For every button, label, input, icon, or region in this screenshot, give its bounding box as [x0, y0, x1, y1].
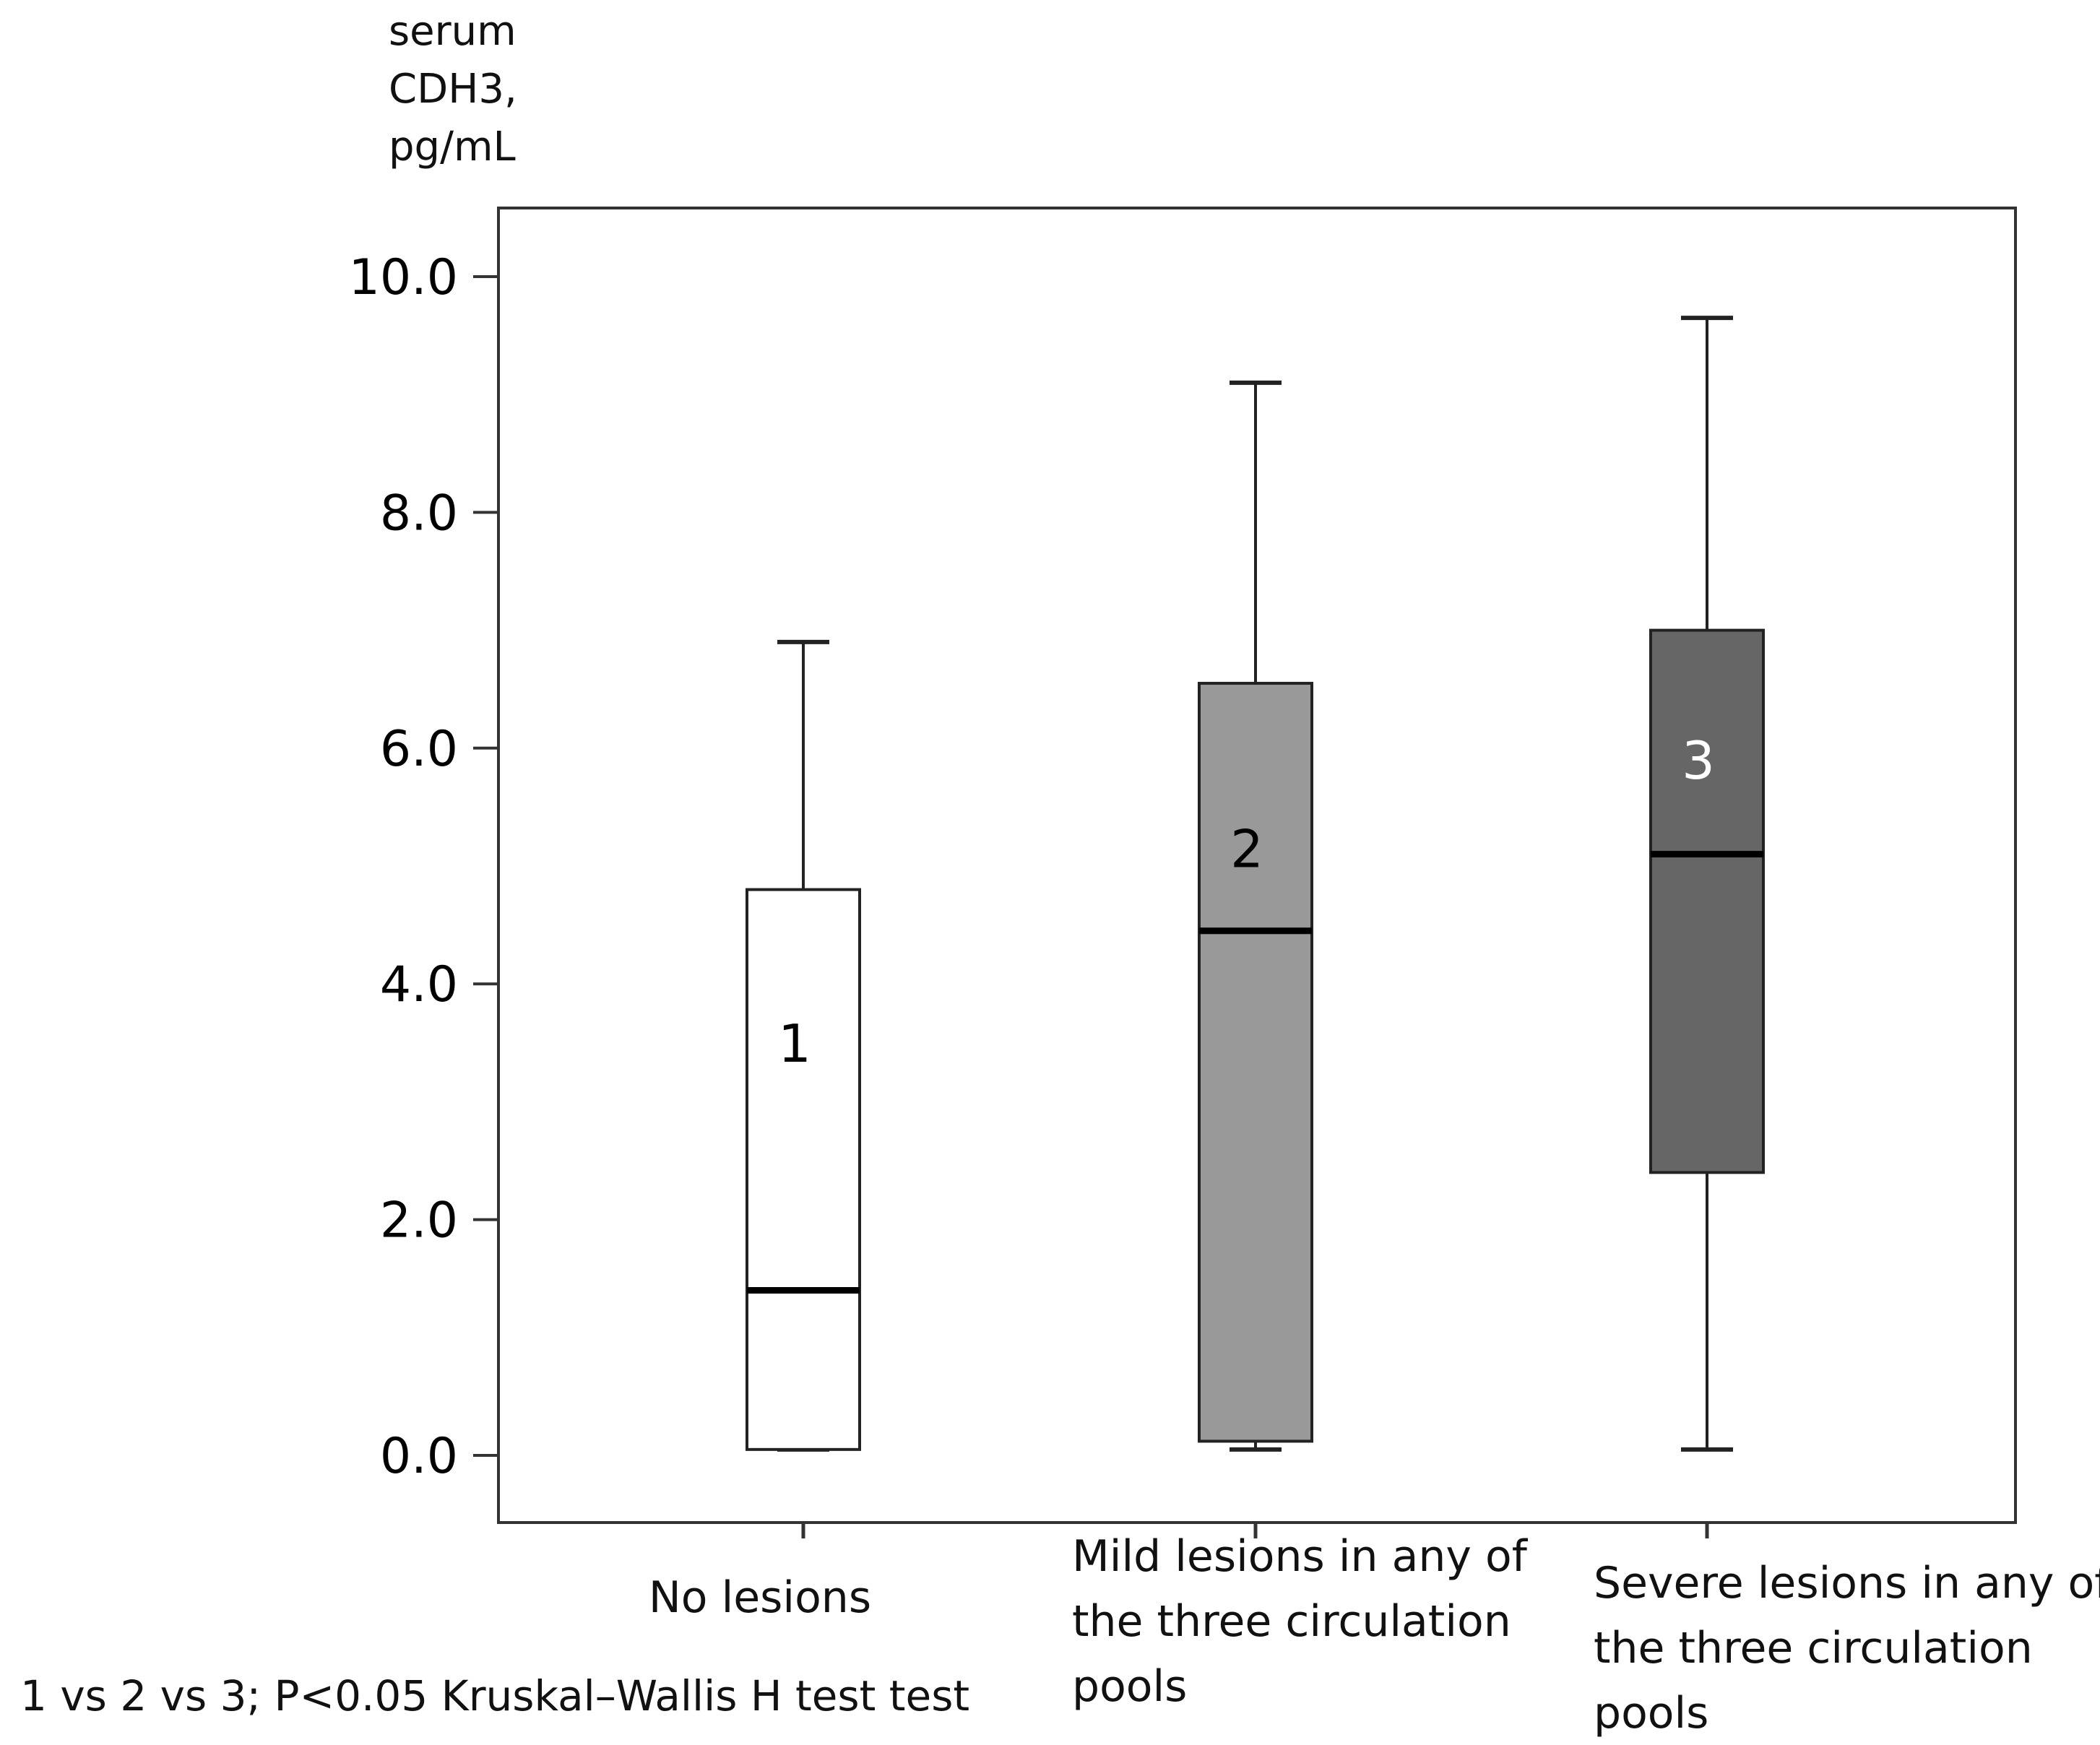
- y-tick-label: 8.0: [380, 485, 458, 542]
- iqr-box: [1649, 628, 1765, 1174]
- boxes: 1 2 3: [746, 316, 1765, 1452]
- box-number-label: 1: [778, 1013, 811, 1074]
- y-tick-label: 10.0: [349, 249, 458, 306]
- box-number-label: 2: [1230, 819, 1263, 880]
- x-category-label: Mild lesions in any of: [1072, 1531, 1529, 1582]
- y-tick-label: 4.0: [380, 956, 458, 1013]
- x-category-label: the three circulation: [1594, 1623, 2033, 1673]
- y-tick-label: 0.0: [380, 1428, 458, 1485]
- x-category-label: pools: [1072, 1661, 1187, 1712]
- y-axis-ticks: 10.0 8.0 6.0 4.0 2.0 0.0: [349, 249, 498, 1485]
- y-axis-label: serum CDH3, pg/mL: [389, 8, 517, 170]
- x-category-label: Severe lesions in any of: [1594, 1558, 2100, 1608]
- y-tick-label: 6.0: [380, 721, 458, 778]
- box-number-label: 3: [1682, 730, 1715, 791]
- y-axis-label-line: CDH3,: [389, 66, 517, 113]
- iqr-box: [746, 888, 861, 1451]
- iqr-box: [1198, 682, 1313, 1443]
- x-category-label: No lesions: [649, 1572, 871, 1623]
- box-3: 3: [1649, 316, 1765, 1452]
- x-axis-categories: No lesions Mild lesions in any of the thre…: [649, 1523, 2100, 1738]
- box-1: 1: [746, 639, 861, 1452]
- box-2: 2: [1198, 380, 1313, 1452]
- y-tick-label: 2.0: [380, 1192, 458, 1250]
- y-axis-label-line: serum: [389, 8, 517, 55]
- y-axis-label-line: pg/mL: [389, 124, 516, 170]
- x-category-label: the three circulation: [1072, 1596, 1511, 1647]
- footnote: 1 vs 2 vs 3; P<0.05 Kruskal–Wallis H tes…: [20, 1671, 969, 1720]
- x-category-label: pools: [1594, 1688, 1708, 1738]
